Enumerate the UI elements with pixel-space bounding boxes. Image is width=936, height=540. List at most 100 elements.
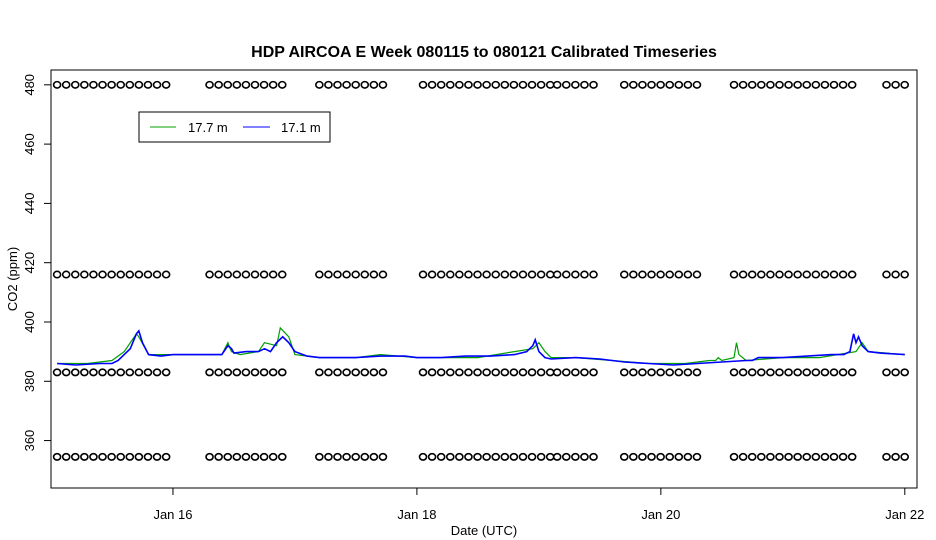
data-point-marker [107,80,116,89]
data-point-marker [647,80,656,89]
data-point-marker [268,80,278,89]
data-point-marker [277,270,287,279]
x-tick-label: Jan 22 [885,507,924,522]
data-point-marker [436,80,446,89]
data-point-marker [647,452,656,461]
data-point-marker [134,80,144,89]
data-point-marker [324,368,333,377]
data-point-marker [360,270,370,279]
data-point-marker [80,368,89,377]
data-point-marker [571,452,580,461]
data-point-marker [500,270,510,279]
data-point-marker [766,270,775,279]
data-point-marker [775,452,784,461]
data-point-marker [250,368,260,377]
data-point-marker [98,80,107,89]
data-point-marker [143,80,153,89]
data-point-marker [277,368,287,377]
data-point-marker [241,80,251,89]
data-point-marker [378,368,388,377]
data-point-marker [838,80,848,89]
data-point-marker [647,368,656,377]
legend-label-17-7m: 17.7 m [188,120,228,135]
chart-title: HDP AIRCOA E Week 080115 to 080121 Calib… [251,44,717,61]
data-point-marker [351,452,360,461]
data-point-marker [509,80,519,89]
data-point-marker [829,80,839,89]
data-point-marker [882,270,891,279]
data-point-marker [324,270,333,279]
data-point-marker [491,368,501,377]
data-point-marker [98,270,107,279]
data-point-marker [464,368,473,377]
data-point-marker [378,80,388,89]
x-axis: Jan 16 Jan 18 Jan 20 Jan 22 [153,488,924,522]
x-tick-label: Jan 20 [641,507,680,522]
y-tick-label: 480 [22,74,37,96]
x-tick-label: Jan 18 [397,507,436,522]
data-point-marker [738,452,748,461]
x-axis-label: Date (UTC) [451,523,517,538]
data-point-marker [665,368,675,377]
data-point-marker [766,452,775,461]
data-point-marker [315,452,324,461]
data-point-marker [342,452,351,461]
data-point-marker [241,368,251,377]
data-point-marker [674,452,684,461]
data-point-marker [418,80,428,89]
data-point-marker [464,80,473,89]
data-point-marker [98,368,107,377]
plot-frame [50,69,918,489]
data-point-marker [205,368,214,377]
data-point-marker [232,270,242,279]
data-point-marker [143,368,153,377]
data-point-marker [333,270,342,279]
data-point-marker [418,270,428,279]
data-point-marker [518,80,528,89]
data-point-marker [561,270,571,279]
data-point-marker [536,368,546,377]
data-point-marker [250,270,260,279]
data-point-marker [80,452,89,461]
data-point-marker [683,368,693,377]
data-point-marker [527,80,537,89]
data-point-marker [232,452,242,461]
data-point-marker [116,80,126,89]
data-point-marker [427,80,437,89]
data-point-marker [143,270,153,279]
data-point-marker [692,368,702,377]
data-point-marker [619,270,629,279]
data-point-marker [580,270,589,279]
data-point-marker [52,80,62,89]
data-point-marker [232,80,242,89]
data-point-marker [80,270,89,279]
data-point-marker [125,80,135,89]
data-point-marker [259,452,269,461]
data-point-marker [900,80,909,89]
data-point-marker [107,452,116,461]
data-point-marker [802,270,812,279]
data-point-marker [847,80,857,89]
data-point-marker [277,452,287,461]
data-point-marker [427,368,437,377]
data-point-marker [509,368,519,377]
data-point-marker [473,368,482,377]
data-point-marker [811,270,821,279]
data-point-marker [455,270,464,279]
data-point-marker [775,80,784,89]
data-point-marker [545,368,555,377]
data-point-marker [418,452,428,461]
data-point-marker [473,270,482,279]
data-point-marker [882,452,891,461]
series-lines [57,326,905,366]
data-point-marker [455,452,464,461]
data-point-marker [491,452,501,461]
data-point-marker [464,452,473,461]
x-tick-label: Jan 16 [153,507,192,522]
data-point-marker [891,452,900,461]
data-point-marker [729,270,739,279]
data-point-marker [738,368,748,377]
data-point-marker [683,80,693,89]
data-point-marker [134,368,144,377]
